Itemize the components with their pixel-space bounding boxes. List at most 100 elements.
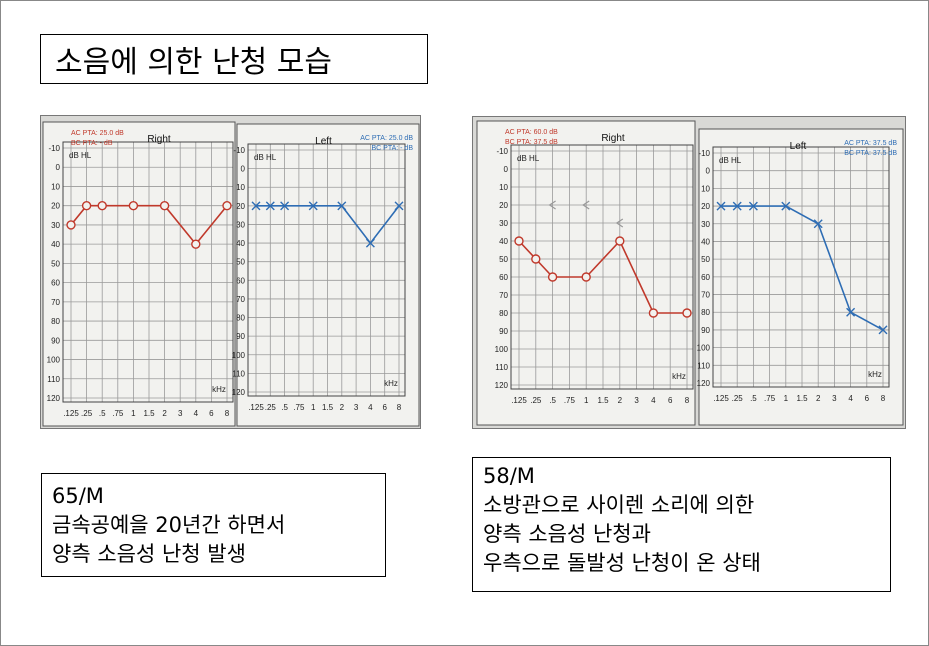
x-tick-label: .25: [81, 409, 93, 418]
x-tick-label: 8: [397, 403, 402, 412]
x-axis-label: kHz: [384, 379, 398, 388]
data-point-x: [265, 201, 275, 211]
y-tick-label: -10: [698, 149, 710, 158]
x-tick-label: .5: [750, 394, 757, 403]
y-tick-label: 120: [697, 379, 711, 388]
audiogram-photo-2: .125.25.5.75 1 1.5 2 3 4 6 8 -10 0 10 20 30 40 50 60 70 8…: [472, 116, 906, 429]
y-tick-label: 60: [499, 273, 508, 282]
y-tick-label: 120: [232, 388, 246, 397]
x-tick-label: 1.5: [322, 403, 334, 412]
x-tick-label: .75: [293, 403, 305, 412]
x-tick-label: 3: [354, 403, 359, 412]
y-tick-label: 40: [499, 237, 508, 246]
ear-title: Left: [790, 141, 807, 152]
data-point-x: [781, 201, 791, 211]
x-tick-label: 3: [178, 409, 183, 418]
case-line: 65/M: [52, 484, 104, 508]
data-point-x: [878, 325, 888, 335]
x-tick-label: 1: [311, 403, 316, 412]
plot-border: [62, 141, 234, 403]
case-line: 양측 소음성 난청 발생: [52, 542, 246, 566]
y-tick-label: 50: [499, 255, 508, 264]
y-tick-label: 0: [56, 163, 61, 172]
data-point-o: [581, 272, 591, 282]
x-tick-label: .75: [564, 396, 576, 405]
x-tick-label: 6: [668, 396, 673, 405]
y-tick-label: 30: [499, 219, 508, 228]
y-tick-label: 0: [241, 165, 246, 174]
y-tick-label: 20: [236, 202, 245, 211]
x-axis-label: kHz: [212, 385, 226, 394]
data-point-o: [547, 272, 558, 282]
x-tick-label: 3: [832, 394, 837, 403]
y-tick-label: 70: [236, 295, 245, 304]
case-line: 금속공예을 20년간 하면서: [52, 513, 286, 537]
y-tick-label: -10: [48, 144, 60, 153]
x-tick-label: 1: [584, 396, 589, 405]
x-tick-label: 1: [131, 409, 136, 418]
y-tick-label: 110: [495, 363, 508, 372]
y-tick-label: 30: [701, 220, 710, 229]
y-axis-label: dB HL: [69, 151, 92, 160]
data-point-o: [222, 200, 232, 211]
y-tick-label: 0: [504, 165, 509, 174]
x-tick-label: 8: [685, 396, 690, 405]
data-point-x: [846, 307, 856, 317]
y-axis-label: dB HL: [517, 154, 540, 163]
x-tick-label: 2: [618, 396, 623, 405]
data-point-x: [280, 201, 290, 211]
y-tick-label: 20: [51, 202, 60, 211]
pta-label: AC PTA: 25.0 dB: [360, 135, 413, 142]
x-tick-label: 4: [651, 396, 656, 405]
data-point-o: [682, 308, 692, 318]
x-tick-label: 6: [209, 409, 214, 418]
y-tick-label: 90: [499, 327, 508, 336]
ear-title: Right: [601, 133, 625, 144]
y-axis-label: dB HL: [254, 153, 277, 162]
data-point-x: [337, 201, 347, 211]
y-tick-label: 60: [236, 276, 245, 285]
y-tick-label: 30: [51, 221, 60, 230]
data-point-x: [308, 201, 318, 211]
case-line: 우측으로 돌발성 난청이 온 상태: [483, 551, 761, 575]
x-tick-label: .125: [511, 396, 527, 405]
y-tick-label: 90: [701, 326, 710, 335]
y-tick-label: 50: [701, 255, 710, 264]
x-tick-label: 2: [340, 403, 345, 412]
y-tick-label: 10: [51, 182, 60, 191]
y-tick-label: 80: [51, 317, 60, 326]
data-point-bc: [615, 218, 624, 228]
data-point-x: [365, 238, 375, 248]
x-tick-label: .5: [281, 403, 288, 412]
x-tick-label: 2: [162, 409, 167, 418]
y-tick-label: 100: [47, 356, 61, 365]
data-point-o: [97, 200, 107, 211]
data-point-o: [159, 200, 170, 211]
case-description-1: 65/M 금속공예을 20년간 하면서 양측 소음성 난청 발생: [41, 473, 386, 577]
y-tick-label: 120: [495, 381, 509, 390]
data-point-o: [66, 220, 76, 230]
x-tick-label: 1.5: [796, 394, 808, 403]
x-axis-label: kHz: [672, 372, 686, 381]
plot-border: [712, 146, 890, 388]
ear-title: Left: [315, 136, 332, 147]
x-tick-label: 1: [784, 394, 789, 403]
y-tick-label: 80: [236, 314, 245, 323]
y-tick-label: 30: [236, 220, 245, 229]
y-tick-label: 20: [701, 202, 710, 211]
ear-title: Right: [147, 134, 171, 145]
y-tick-label: 90: [51, 336, 60, 345]
audiogram-photo-1: .125.25.5.75 1 1.5 2 3 4 6 8 -10 0 10 20 30 40 50 60 70 8…: [40, 115, 421, 429]
pta-label: BC PTA: - dB: [372, 145, 414, 152]
plot-border: [247, 143, 406, 397]
data-point-x: [748, 201, 758, 211]
y-tick-label: 10: [701, 184, 710, 193]
y-tick-label: 110: [232, 369, 245, 378]
chart-paper: [236, 123, 420, 427]
y-tick-label: 80: [499, 309, 508, 318]
y-tick-label: 70: [499, 291, 508, 300]
y-tick-label: 60: [701, 273, 710, 282]
y-tick-label: 10: [236, 183, 245, 192]
y-tick-label: 100: [232, 351, 246, 360]
x-tick-label: 4: [848, 394, 853, 403]
